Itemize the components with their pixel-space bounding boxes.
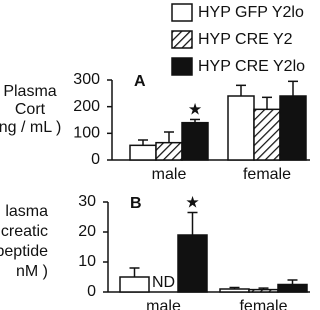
bar xyxy=(227,95,255,161)
bar xyxy=(219,288,250,293)
y-axis-label: ng / mL ) xyxy=(0,119,61,136)
panel-label: B xyxy=(130,195,142,212)
y-tick-label: 0 xyxy=(87,283,96,300)
bar xyxy=(181,121,209,161)
y-tick-label: 0 xyxy=(91,151,100,168)
error-bar xyxy=(190,118,200,123)
error-bar xyxy=(258,287,269,290)
error-bar xyxy=(229,286,240,289)
legend-label: HYP CRE Y2 xyxy=(198,31,293,48)
y-axis-label: lasma xyxy=(5,203,48,220)
y-tick-label: 100 xyxy=(73,125,100,142)
y-axis-label: nM ) xyxy=(16,263,48,280)
legend-swatch xyxy=(171,57,193,76)
legend-label: HYP GFP Y2lo xyxy=(198,4,304,21)
legend-swatch xyxy=(171,30,193,49)
bar xyxy=(253,108,281,161)
y-tick-label: 20 xyxy=(78,223,96,240)
error-bar xyxy=(187,211,198,235)
bar xyxy=(177,234,208,293)
annotation: ★ xyxy=(188,102,202,119)
legend-swatch xyxy=(171,3,193,22)
y-tick-label: 30 xyxy=(78,193,96,210)
error-bar xyxy=(287,279,298,285)
error-bar xyxy=(129,267,140,277)
panel-label: A xyxy=(134,73,146,90)
y-tick-label: 200 xyxy=(73,98,100,115)
bar xyxy=(155,141,183,161)
y-tick-label: 10 xyxy=(78,253,96,270)
y-axis-label: ancreatic xyxy=(0,223,48,240)
error-bar xyxy=(236,84,246,96)
bar xyxy=(279,95,307,161)
value-label: ND xyxy=(152,274,175,291)
error-bar xyxy=(262,96,272,110)
bar xyxy=(129,144,157,161)
y-axis-label: rpeptide xyxy=(0,243,48,260)
annotation: ★ xyxy=(185,195,199,212)
bar xyxy=(248,288,279,293)
legend-label: HYP CRE Y2lo xyxy=(198,58,305,75)
y-tick-label: 300 xyxy=(73,71,100,88)
x-tick-label: male xyxy=(152,166,187,183)
error-bar xyxy=(288,80,298,96)
y-axis-label: Cort xyxy=(15,101,46,118)
x-tick-label: female xyxy=(239,298,287,310)
x-tick-label: male xyxy=(146,298,181,310)
bar xyxy=(277,283,308,293)
error-bar xyxy=(138,139,148,146)
error-bar xyxy=(164,131,174,143)
y-axis-label: Plasma xyxy=(3,83,56,100)
bar xyxy=(119,276,150,293)
x-tick-label: female xyxy=(243,166,291,183)
